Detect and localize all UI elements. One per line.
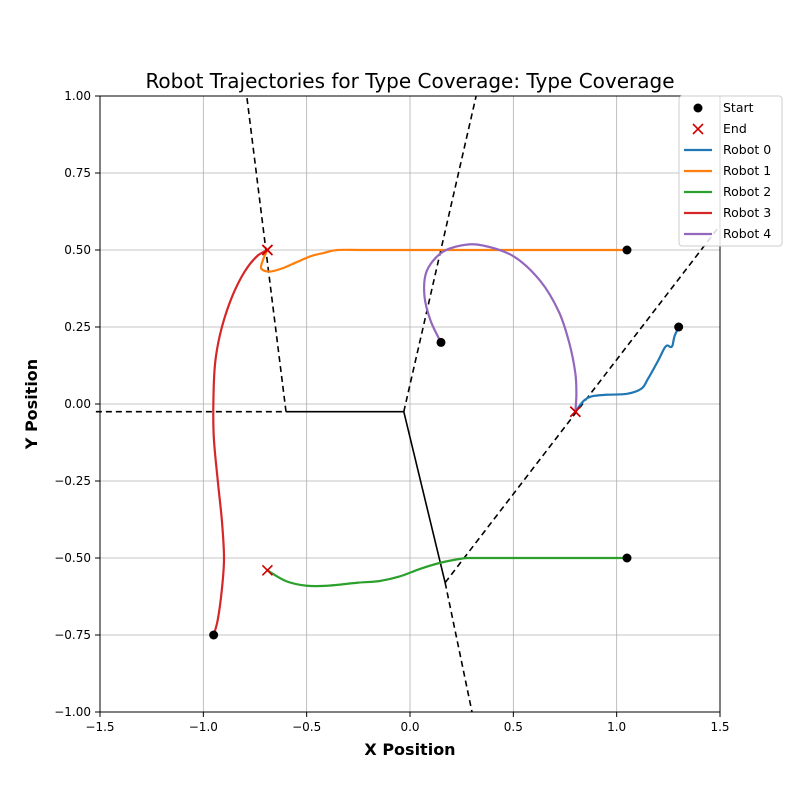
- y-tick-label: −1.00: [54, 705, 91, 719]
- y-tick-label: 0.00: [64, 397, 91, 411]
- start-marker-robot-2: [622, 553, 632, 563]
- x-tick-label: 1.5: [710, 720, 729, 734]
- chart-title: Robot Trajectories for Type Coverage: Ty…: [145, 69, 674, 93]
- robot-trajectories: [212, 243, 680, 636]
- x-tick-label: −1.0: [189, 720, 218, 734]
- legend-end-marker: [692, 123, 704, 135]
- grid-lines: [99, 95, 721, 713]
- dashed-boundary-line: [245, 96, 287, 412]
- solid-boundary-line: [286, 410, 446, 583]
- end-marker-robot-4-stroke-b: [569, 406, 581, 418]
- y-tick-label: 0.25: [64, 320, 91, 334]
- end-marker-robot-4: [569, 406, 581, 418]
- x-axis-label: X Position: [364, 740, 455, 759]
- legend-end-label: End: [723, 121, 747, 136]
- end-marker-robot-2-stroke-b: [261, 564, 273, 576]
- x-tick-label: 1.0: [607, 720, 626, 734]
- legend-end-marker-stroke-b: [692, 123, 704, 135]
- y-tick-label: −0.25: [54, 474, 91, 488]
- y-tick-label: 0.50: [64, 243, 91, 257]
- trajectory-robot-3: [212, 249, 268, 636]
- dashed-boundary-line: [444, 582, 473, 712]
- x-tick-label: 0.5: [504, 720, 523, 734]
- end-marker-robot-3-stroke-b: [261, 244, 273, 256]
- start-marker-robot-1: [622, 245, 632, 255]
- legend-label-robot-3: Robot 3: [723, 205, 771, 220]
- legend-start-marker: [693, 103, 703, 113]
- y-tick-label: 0.75: [64, 166, 91, 180]
- start-end-markers: [209, 244, 684, 640]
- x-tick-label: −1.5: [85, 720, 114, 734]
- y-tick-label: 1.00: [64, 89, 91, 103]
- trajectory-robot-0: [574, 326, 680, 413]
- legend-label-robot-1: Robot 1: [723, 163, 771, 178]
- legend-box: [678, 95, 783, 247]
- y-axis-label: Y Position: [22, 359, 41, 450]
- legend: Start End Robot 0 Robot 1 Robot 2 Robot 3 Robo…: [678, 95, 783, 247]
- start-marker-robot-4: [436, 337, 446, 347]
- dashed-boundary-line: [444, 224, 720, 584]
- legend-start-label: Start: [723, 100, 754, 115]
- trajectory-robot-1: [259, 248, 628, 273]
- trajectory-robot-4: [422, 243, 578, 412]
- axis-ticks: −1.5 −1.0 −0.5 0.0 0.5 1.0 1.5 −1.00 −0.75 −0.50 −…: [54, 89, 729, 734]
- end-marker-robot-2: [261, 564, 273, 576]
- legend-label-robot-4: Robot 4: [723, 226, 771, 241]
- legend-label-robot-0: Robot 0: [723, 142, 771, 157]
- start-marker-robot-3: [209, 630, 219, 640]
- y-tick-label: −0.50: [54, 551, 91, 565]
- end-marker-robot-3: [261, 244, 273, 256]
- trajectory-robot-2: [266, 556, 627, 588]
- x-tick-label: −0.5: [292, 720, 321, 734]
- x-tick-label: 0.0: [400, 720, 419, 734]
- legend-label-robot-2: Robot 2: [723, 184, 771, 199]
- y-tick-label: −0.75: [54, 628, 91, 642]
- start-marker-robot-0: [674, 322, 684, 332]
